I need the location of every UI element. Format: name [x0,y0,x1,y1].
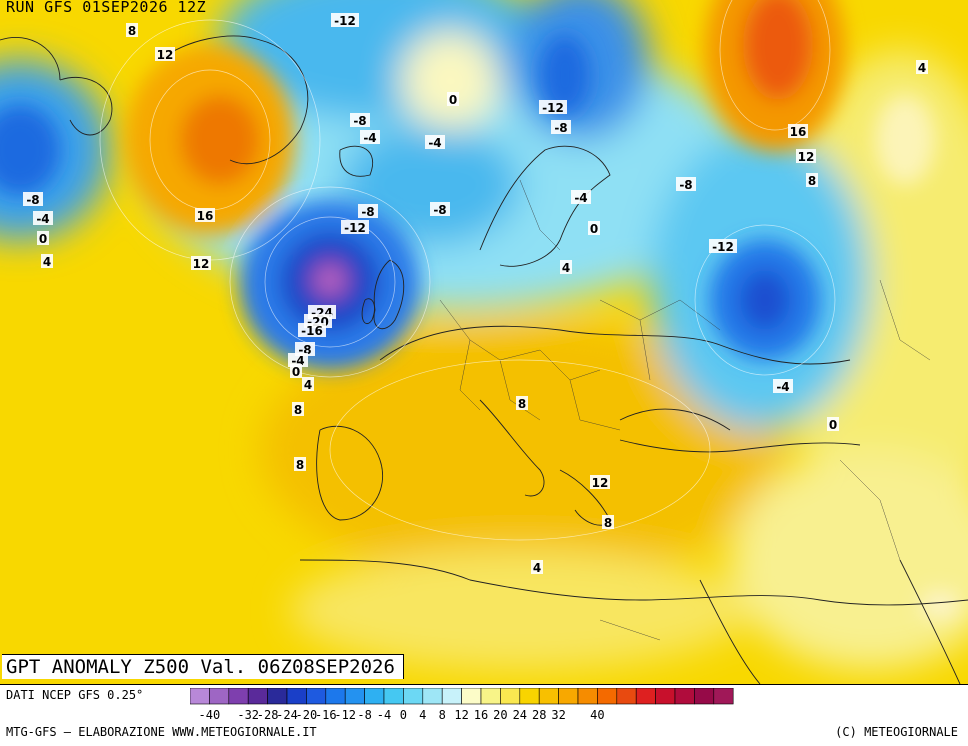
scale-box [538,688,559,705]
credit-left: MTG-GFS – ELABORAZIONE WWW.METEOGIORNALE… [6,725,317,739]
contour-value-label: 0 [590,222,598,236]
contour-value-label: 8 [128,24,136,38]
scale-tick-label: 28 [532,708,546,722]
scale-box [694,688,715,705]
scale-box [577,688,598,705]
scale-box [616,688,637,705]
scale-tick-label: -16 [315,708,337,722]
scale-box [286,688,307,705]
scale-box [383,688,404,705]
scale-box [344,688,365,705]
contour-value-label: -8 [353,114,366,128]
contour-value-label: 0 [829,418,837,432]
scale-box [209,688,230,705]
contour-value-label: 4 [304,378,312,392]
scale-tick-label: -40 [199,708,221,722]
contour-value-label: 8 [296,458,304,472]
scale-box [519,688,540,705]
contour-value-label: 4 [562,261,570,275]
contour-value-label: 8 [294,403,302,417]
scale-tick-label: -8 [357,708,371,722]
scale-tick-label: -24 [276,708,298,722]
map-title: GPT ANOMALY Z500 Val. 06Z08SEP2026 [2,654,404,679]
contour-value-label: 8 [808,174,816,188]
scale-box [655,688,676,705]
contour-value-label: 8 [518,397,526,411]
contour-value-label: -12 [542,101,564,115]
contour-value-label: 0 [449,93,457,107]
scale-box [713,688,734,705]
contour-value-label: -4 [776,380,789,394]
contour-value-label: -8 [26,193,39,207]
scale-box [461,688,482,705]
scale-tick-label: -4 [377,708,391,722]
contour-value-label: -4 [574,191,587,205]
scale-box [500,688,521,705]
scale-box [364,688,385,705]
contour-value-label: 12 [798,150,815,164]
contour-value-label: 8 [604,516,612,530]
contour-value-label: 4 [43,255,51,269]
scale-box [441,688,462,705]
scale-tick-label: -32 [237,708,259,722]
run-title: RUN GFS 01SEP2026 12Z [6,0,207,16]
contour-value-label: 0 [39,232,47,246]
contour-value-label: -12 [334,14,356,28]
scale-tick-label: 32 [551,708,565,722]
contour-value-label: -16 [301,324,323,338]
contour-value-label: 12 [592,476,609,490]
contour-value-label: -12 [344,221,366,235]
scale-tick-label: 12 [454,708,468,722]
scale-tick-label: 8 [439,708,446,722]
contour-value-label: -12 [712,240,734,254]
scale-tick-label: 16 [474,708,488,722]
contour-value-label: -8 [679,178,692,192]
contour-value-label: -8 [361,205,374,219]
contour-value-label: 0 [292,365,300,379]
scale-tick-label: 40 [590,708,604,722]
contour-value-label: 12 [193,257,210,271]
scale-box [228,688,249,705]
scale-box [267,688,288,705]
scale-box [403,688,424,705]
contour-value-label: -4 [428,136,441,150]
contour-value-label: -4 [363,131,376,145]
contour-value-label: 4 [918,61,926,75]
scale-tick-label: 20 [493,708,507,722]
scale-box [247,688,268,705]
contour-value-label: 12 [157,48,174,62]
scale-box [597,688,618,705]
contour-value-label: 16 [197,209,214,223]
scale-tick-label: 4 [419,708,426,722]
contour-value-label: -8 [554,121,567,135]
scale-tick-label: -28 [257,708,279,722]
credit-right: (C) METEOGIORNALE [835,725,958,739]
scale-box [325,688,346,705]
scale-box [190,688,210,705]
scale-tick-label: -20 [296,708,318,722]
scale-box [674,688,695,705]
scale-box [558,688,579,705]
scale-tick-label: -12 [334,708,356,722]
contour-value-label: -8 [433,203,446,217]
scale-tick-label: 24 [513,708,527,722]
scale-tick-label: 0 [400,708,407,722]
data-source: DATI NCEP GFS 0.25° [6,688,144,702]
scale-box [480,688,501,705]
scale-box [422,688,443,705]
color-scale: -40 -32-28-24-20-16-12 -8 -4 0 4 8 12 16 20 24 28 32… [190,688,734,722]
contour-value-label: -4 [36,212,49,226]
scale-box [635,688,656,705]
contour-value-label: 16 [790,125,807,139]
contour-value-label: 4 [533,561,541,575]
scale-box [306,688,327,705]
